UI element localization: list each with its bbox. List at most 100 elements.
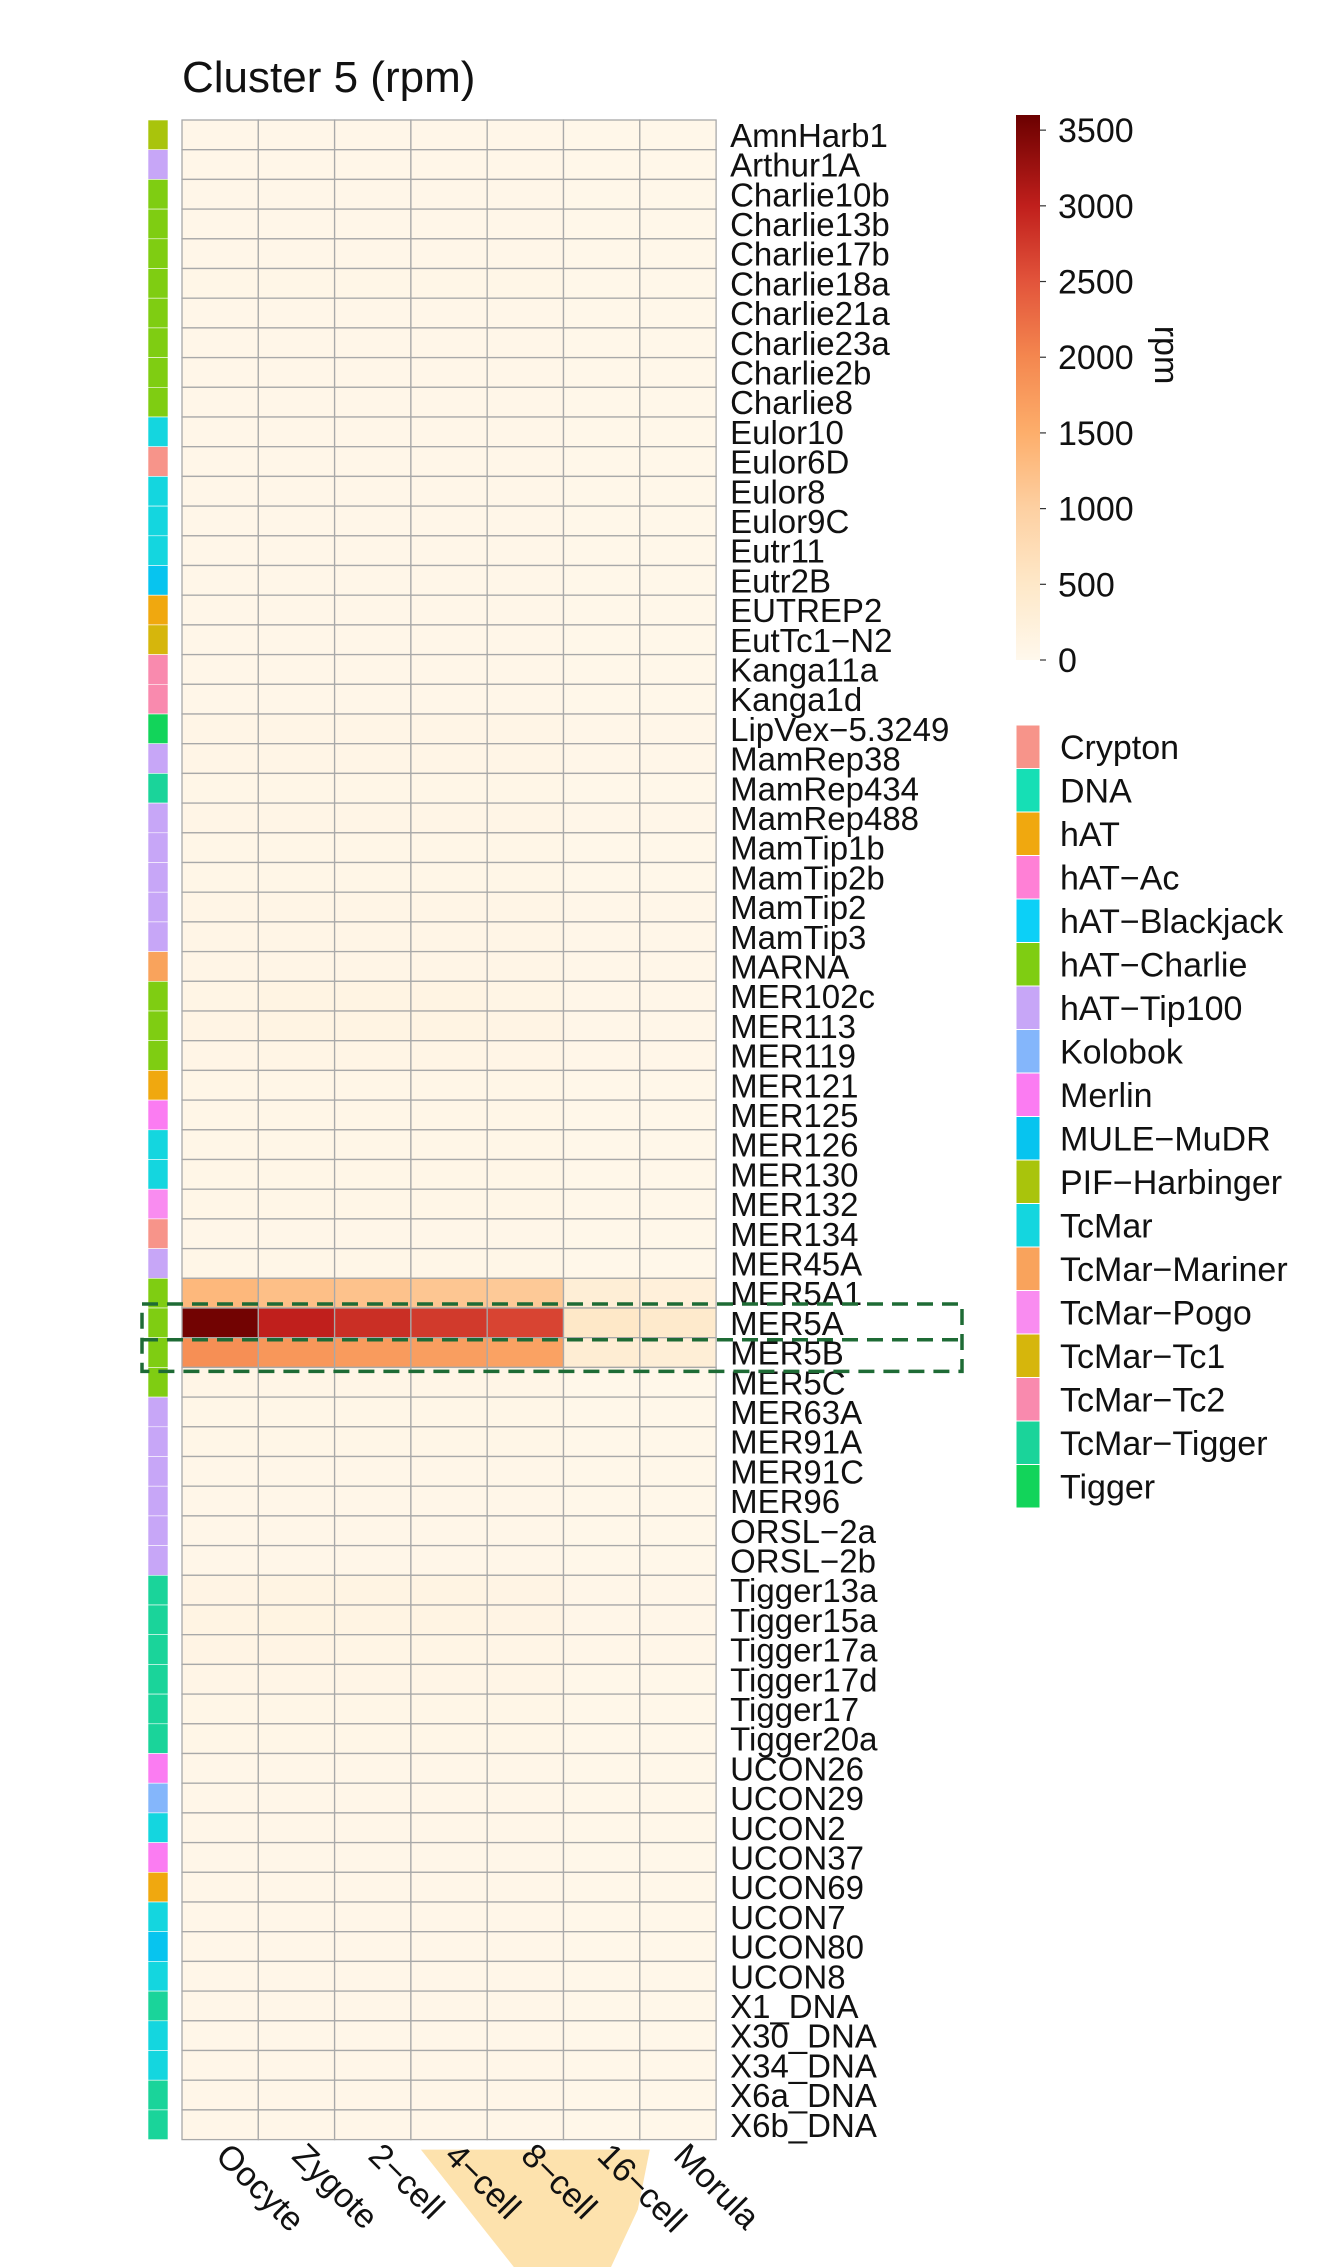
- cell-MER119-8−cell: [486, 1040, 565, 1072]
- cell-EUTREP2-Zygote: [257, 594, 336, 626]
- cell-MARNA-2−cell: [333, 950, 412, 982]
- cell-MER91C-2−cell: [333, 1455, 412, 1487]
- row-label-Charlie23a: Charlie23a: [730, 325, 890, 362]
- cell-Tigger17-2−cell: [333, 1693, 412, 1725]
- cell-MER121-4−cell: [410, 1069, 488, 1101]
- row-label-Charlie17b: Charlie17b: [730, 236, 890, 273]
- cell-UCON26-Morula: [639, 1752, 717, 1784]
- legend-label-Crypton: Crypton: [1060, 729, 1179, 767]
- family-swatch-MER121: [147, 1070, 169, 1101]
- cell-MER134-8−cell: [486, 1218, 565, 1250]
- cell-Tigger17-4−cell: [410, 1693, 488, 1725]
- cell-UCON69-Zygote: [257, 1871, 336, 1903]
- cell-Charlie21a-8−cell: [486, 297, 565, 329]
- cell-MER91C-8−cell: [486, 1455, 565, 1487]
- family-swatch-MER45A: [147, 1248, 169, 1279]
- cell-Charlie18a-2−cell: [333, 267, 412, 299]
- cell-Charlie13b-Oocyte: [181, 208, 259, 240]
- legend-label-DNA: DNA: [1060, 772, 1132, 810]
- cell-Tigger20a-4−cell: [410, 1723, 488, 1755]
- cell-EutTc1−N2-Zygote: [257, 624, 336, 656]
- cell-UCON26-16−cell: [562, 1752, 641, 1784]
- cell-ORSL−2b-2−cell: [333, 1544, 412, 1576]
- cell-X1_DNA-Zygote: [257, 1990, 336, 2022]
- family-swatch-ORSL−2b: [147, 1545, 169, 1576]
- cell-MamTip3-4−cell: [410, 921, 488, 953]
- cell-Tigger15a-4−cell: [410, 1604, 488, 1636]
- cell-Charlie8-Morula: [639, 386, 717, 418]
- cell-Eulor6D-8−cell: [486, 446, 565, 478]
- cell-MER91A-Morula: [639, 1426, 717, 1458]
- cell-Charlie8-2−cell: [333, 386, 412, 418]
- legend-label-hAT−Blackjack: hAT−Blackjack: [1060, 903, 1284, 941]
- family-swatch-Tigger20a: [147, 1723, 169, 1754]
- cell-EutTc1−N2-4−cell: [410, 624, 488, 656]
- cell-MER5A-Oocyte: [181, 1307, 259, 1339]
- cell-MER5B-4−cell: [410, 1337, 488, 1369]
- cell-MER125-8−cell: [486, 1099, 565, 1131]
- cell-MamTip3-2−cell: [333, 921, 412, 953]
- cell-MER126-Morula: [639, 1129, 717, 1161]
- row-label-X1_DNA: X1_DNA: [730, 1988, 858, 2025]
- cell-MamRep434-4−cell: [410, 772, 488, 804]
- cell-Tigger13a-Zygote: [257, 1574, 336, 1606]
- family-swatch-Kanga1d: [147, 683, 169, 715]
- cell-MER5A-Zygote: [257, 1307, 336, 1339]
- cell-UCON29-Morula: [639, 1782, 717, 1814]
- cell-Charlie23a-4−cell: [410, 327, 488, 359]
- cell-UCON37-Zygote: [257, 1841, 336, 1873]
- cell-Charlie8-4−cell: [410, 386, 488, 418]
- cell-Charlie10b-4−cell: [410, 178, 488, 210]
- family-swatch-MER63A: [147, 1396, 169, 1428]
- family-swatch-Tigger17d: [147, 1664, 169, 1695]
- row-label-MamTip3: MamTip3: [730, 919, 866, 956]
- family-swatch-X30_DNA: [147, 2020, 169, 2051]
- cell-X6b_DNA-8−cell: [486, 2109, 565, 2141]
- cell-Eutr11-2−cell: [333, 535, 412, 567]
- cell-Tigger17d-2−cell: [333, 1663, 412, 1695]
- cell-UCON37-8−cell: [486, 1841, 565, 1873]
- cell-Charlie23a-8−cell: [486, 327, 565, 359]
- legend-label-TcMar−Pogo: TcMar−Pogo: [1060, 1294, 1252, 1332]
- cell-X6a_DNA-8−cell: [486, 2079, 565, 2111]
- color-scale-bar: [1016, 115, 1040, 660]
- cell-MER45A-8−cell: [486, 1247, 565, 1279]
- legend-swatch-TcMar: [1015, 1203, 1041, 1248]
- row-label-X6b_DNA: X6b_DNA: [730, 2107, 877, 2144]
- row-label-Charlie2b: Charlie2b: [730, 354, 871, 391]
- cell-Eulor9C-8−cell: [486, 505, 565, 537]
- cell-MER134-2−cell: [333, 1218, 412, 1250]
- cell-Tigger17a-8−cell: [486, 1634, 565, 1666]
- row-label-Tigger17: Tigger17: [730, 1691, 859, 1728]
- cell-EUTREP2-Morula: [639, 594, 717, 626]
- cell-MamTip1b-16−cell: [562, 832, 641, 864]
- family-swatch-Eulor8: [147, 476, 169, 507]
- cell-Arthur1A-2−cell: [333, 149, 412, 181]
- row-label-Tigger15a: Tigger15a: [730, 1602, 878, 1639]
- cell-Eulor10-2−cell: [333, 416, 412, 448]
- cell-UCON8-Morula: [639, 1960, 717, 1992]
- family-swatch-MER113: [147, 1010, 169, 1042]
- cell-Tigger17d-Zygote: [257, 1663, 336, 1695]
- cell-X6b_DNA-2−cell: [333, 2109, 412, 2141]
- family-swatch-MamRep38: [147, 743, 169, 774]
- cell-MamTip2b-Oocyte: [181, 861, 259, 893]
- cell-MER130-Zygote: [257, 1158, 336, 1190]
- cell-LipVex−5.3249-Oocyte: [181, 713, 259, 745]
- cell-Eulor8-16−cell: [562, 475, 641, 507]
- cell-UCON2-16−cell: [562, 1812, 641, 1844]
- cell-Charlie13b-2−cell: [333, 208, 412, 240]
- row-label-Eulor6D: Eulor6D: [730, 444, 849, 481]
- cell-MER91A-8−cell: [486, 1426, 565, 1458]
- cell-MamRep434-Zygote: [257, 772, 336, 804]
- cell-UCON26-2−cell: [333, 1752, 412, 1784]
- family-swatch-Charlie13b: [147, 208, 169, 240]
- cell-Charlie13b-16−cell: [562, 208, 641, 240]
- legend-label-TcMar−Mariner: TcMar−Mariner: [1060, 1251, 1288, 1289]
- legend-swatch-hAT−Charlie: [1015, 942, 1041, 987]
- cell-Tigger15a-Oocyte: [181, 1604, 259, 1636]
- cell-Tigger15a-8−cell: [486, 1604, 565, 1636]
- cell-Tigger17a-Zygote: [257, 1634, 336, 1666]
- cell-ORSL−2a-Morula: [639, 1515, 717, 1547]
- cell-Eulor8-Morula: [639, 475, 717, 507]
